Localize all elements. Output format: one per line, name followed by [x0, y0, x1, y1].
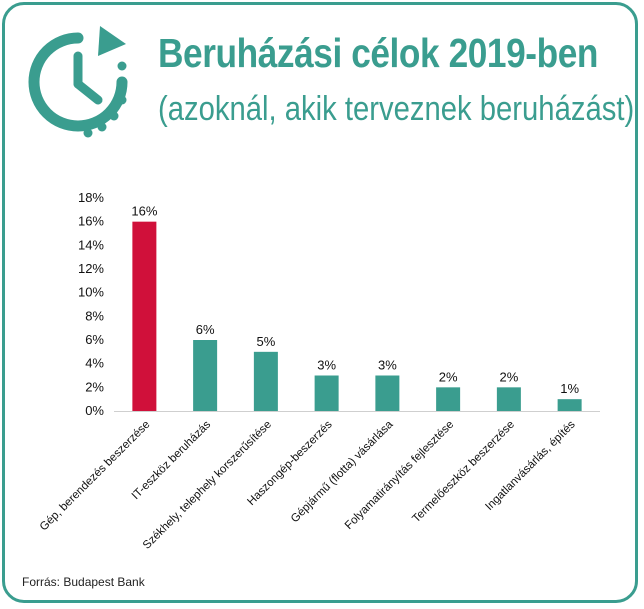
bar	[193, 340, 218, 411]
bar	[253, 351, 278, 411]
bar-value-label: 2%	[499, 369, 518, 384]
bar	[132, 221, 157, 411]
card-frame	[2, 2, 638, 603]
bar-value-label: 3%	[317, 358, 336, 373]
x-tick-label: Folyamatirányítás fejlesztése	[343, 419, 456, 532]
bar	[436, 387, 461, 411]
y-tick-label: 8%	[85, 308, 104, 323]
page-title: Beruházási célok 2019-ben	[158, 30, 599, 76]
bar	[496, 387, 521, 411]
y-tick-label: 4%	[85, 356, 104, 371]
bar-value-label: 1%	[560, 381, 579, 396]
bar-value-label: 5%	[256, 334, 275, 349]
y-tick-label: 14%	[78, 237, 104, 252]
y-tick-label: 18%	[78, 190, 104, 205]
y-tick-label: 6%	[85, 332, 104, 347]
bar-value-label: 6%	[196, 322, 215, 337]
x-tick-label: Gépjármű (flotta) vásárlása	[289, 418, 396, 525]
x-tick-label: Termelőeszköz beszerzése	[410, 419, 517, 526]
clock-refresh-icon	[28, 26, 128, 138]
bar-value-label: 3%	[378, 358, 397, 373]
bar	[557, 399, 582, 411]
y-tick-label: 12%	[78, 261, 104, 276]
y-tick-label: 10%	[78, 285, 104, 300]
y-tick-label: 16%	[78, 214, 104, 229]
bar-value-label: 16%	[131, 204, 157, 219]
x-tick-label: Székhely, telephely korszerűsítése	[141, 419, 274, 552]
bar	[375, 375, 400, 411]
x-tick-label: Gép, berendezés beszerzése	[38, 419, 153, 534]
source-note: Forrás: Budapest Bank	[22, 575, 145, 589]
y-tick-label: 2%	[85, 379, 104, 394]
y-tick-label: 0%	[85, 403, 104, 418]
page-subtitle: (azoknál, akik terveznek beruházást)	[158, 90, 635, 128]
bar-value-label: 2%	[439, 369, 458, 384]
bar	[314, 375, 339, 411]
